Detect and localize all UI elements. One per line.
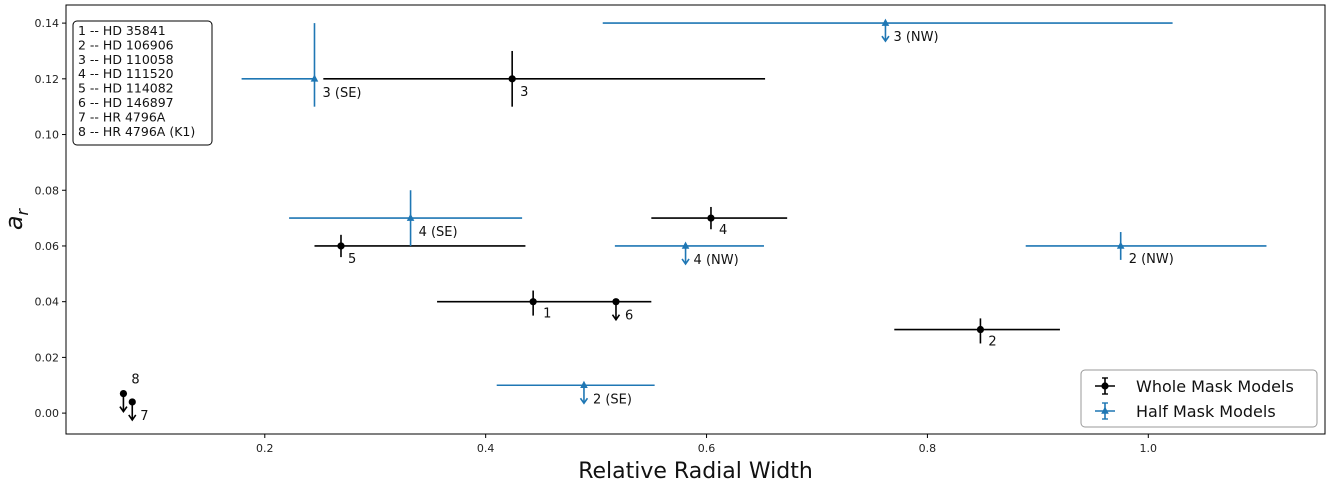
y-axis-title-main: a: [0, 215, 28, 230]
upper-limit-arrow-head: [881, 35, 890, 43]
upper-limit-arrow-head: [579, 397, 589, 405]
legend-marker: [1101, 382, 1109, 390]
data-point-marker: [337, 242, 345, 250]
x-tick-label: 1.0: [1140, 442, 1158, 455]
y-axis-ticks: 0.00 0.02 0.04 0.06 0.08 0.10 0.12 0.14: [35, 17, 66, 420]
key-entry: 1 -- HD 35841: [78, 23, 166, 38]
data-point-label: 4 (SE): [419, 225, 458, 240]
data-point-label: 4: [719, 223, 727, 238]
data-point-label: 2 (NW): [1129, 252, 1174, 267]
data-point-marker: [310, 74, 319, 82]
data-point-marker: [976, 325, 985, 334]
data-point-label: 2 (SE): [593, 392, 632, 407]
data-point-marker: [128, 398, 136, 406]
legend-label: Whole Mask Models: [1136, 377, 1294, 396]
data-point-label: 3: [520, 85, 528, 100]
data-point-marker: [580, 380, 588, 389]
data-point-marker: [119, 390, 128, 398]
errorbar-layer: [119, 22, 1267, 422]
legend-frame: [1080, 369, 1318, 428]
y-tick-label: 0.14: [35, 17, 60, 30]
key-entry: 2 -- HD 106906: [78, 37, 174, 52]
data-point-label: 8: [131, 373, 139, 388]
data-point-label: 3 (NW): [893, 30, 938, 45]
y-tick-label: 0.08: [35, 184, 60, 197]
data-point-marker: [612, 298, 620, 306]
x-axis-ticks: 0.2 0.4 0.6 0.8 1.0: [256, 434, 1157, 455]
y-tick-label: 0.00: [35, 407, 60, 420]
key-entry: 3 -- HD 110058: [78, 52, 174, 67]
point-label-layer: 1 2 3 4 5 6 7 8 2 (SE) 2 (NW) 3 (SE) 3 (NW) 4 (SE) 4 …: [131, 30, 1173, 424]
data-point-label: 7: [140, 409, 148, 424]
data-point-label: 6: [625, 309, 633, 324]
x-tick-label: 0.8: [919, 442, 937, 455]
y-tick-label: 0.06: [35, 240, 60, 253]
y-tick-label: 0.10: [35, 129, 60, 142]
data-point-label: 5: [348, 252, 356, 267]
x-axis-title: Relative Radial Width: [578, 459, 813, 484]
data-point-marker: [529, 298, 537, 306]
key-entry: 8 -- HR 4796A (K1): [78, 124, 195, 139]
legend-marker: [1101, 406, 1109, 414]
data-point-label: 1: [543, 307, 551, 322]
key-entry: 6 -- HD 146897: [78, 95, 174, 110]
data-point-marker: [707, 214, 715, 222]
plot-frame: [65, 4, 1326, 435]
data-point-marker: [1116, 241, 1125, 249]
upper-limit-arrow-head: [681, 258, 690, 266]
y-axis-title: ar: [0, 207, 32, 230]
upper-limit-arrow-head: [611, 314, 621, 322]
data-point-marker: [681, 241, 690, 249]
x-tick-label: 0.6: [698, 442, 716, 455]
key-entry: 7 -- HR 4796A: [78, 109, 166, 124]
key-entry: 4 -- HD 111520: [78, 66, 174, 81]
marker-layer: [119, 18, 1125, 406]
upper-limit-arrow-head: [119, 406, 128, 414]
legend: Whole Mask Models Half Mask Models: [1080, 369, 1318, 428]
legend-label: Half Mask Models: [1136, 402, 1276, 421]
data-point-label: 4 (NW): [694, 253, 739, 268]
y-axis-title-subscript: r: [13, 207, 32, 215]
data-point-label: 3 (SE): [322, 86, 361, 101]
data-point-marker: [881, 18, 890, 26]
x-tick-label: 0.4: [477, 442, 495, 455]
upper-limit-arrow-head: [128, 414, 137, 422]
x-tick-label: 0.2: [256, 442, 274, 455]
key-entry: 5 -- HD 114082: [78, 81, 174, 96]
data-point-marker: [508, 75, 516, 83]
y-tick-label: 0.04: [35, 296, 60, 309]
data-point-label: 2: [988, 335, 996, 350]
data-point-marker: [406, 213, 415, 221]
key-frame: [72, 20, 213, 146]
y-tick-label: 0.12: [35, 73, 60, 86]
y-tick-label: 0.02: [35, 351, 60, 364]
